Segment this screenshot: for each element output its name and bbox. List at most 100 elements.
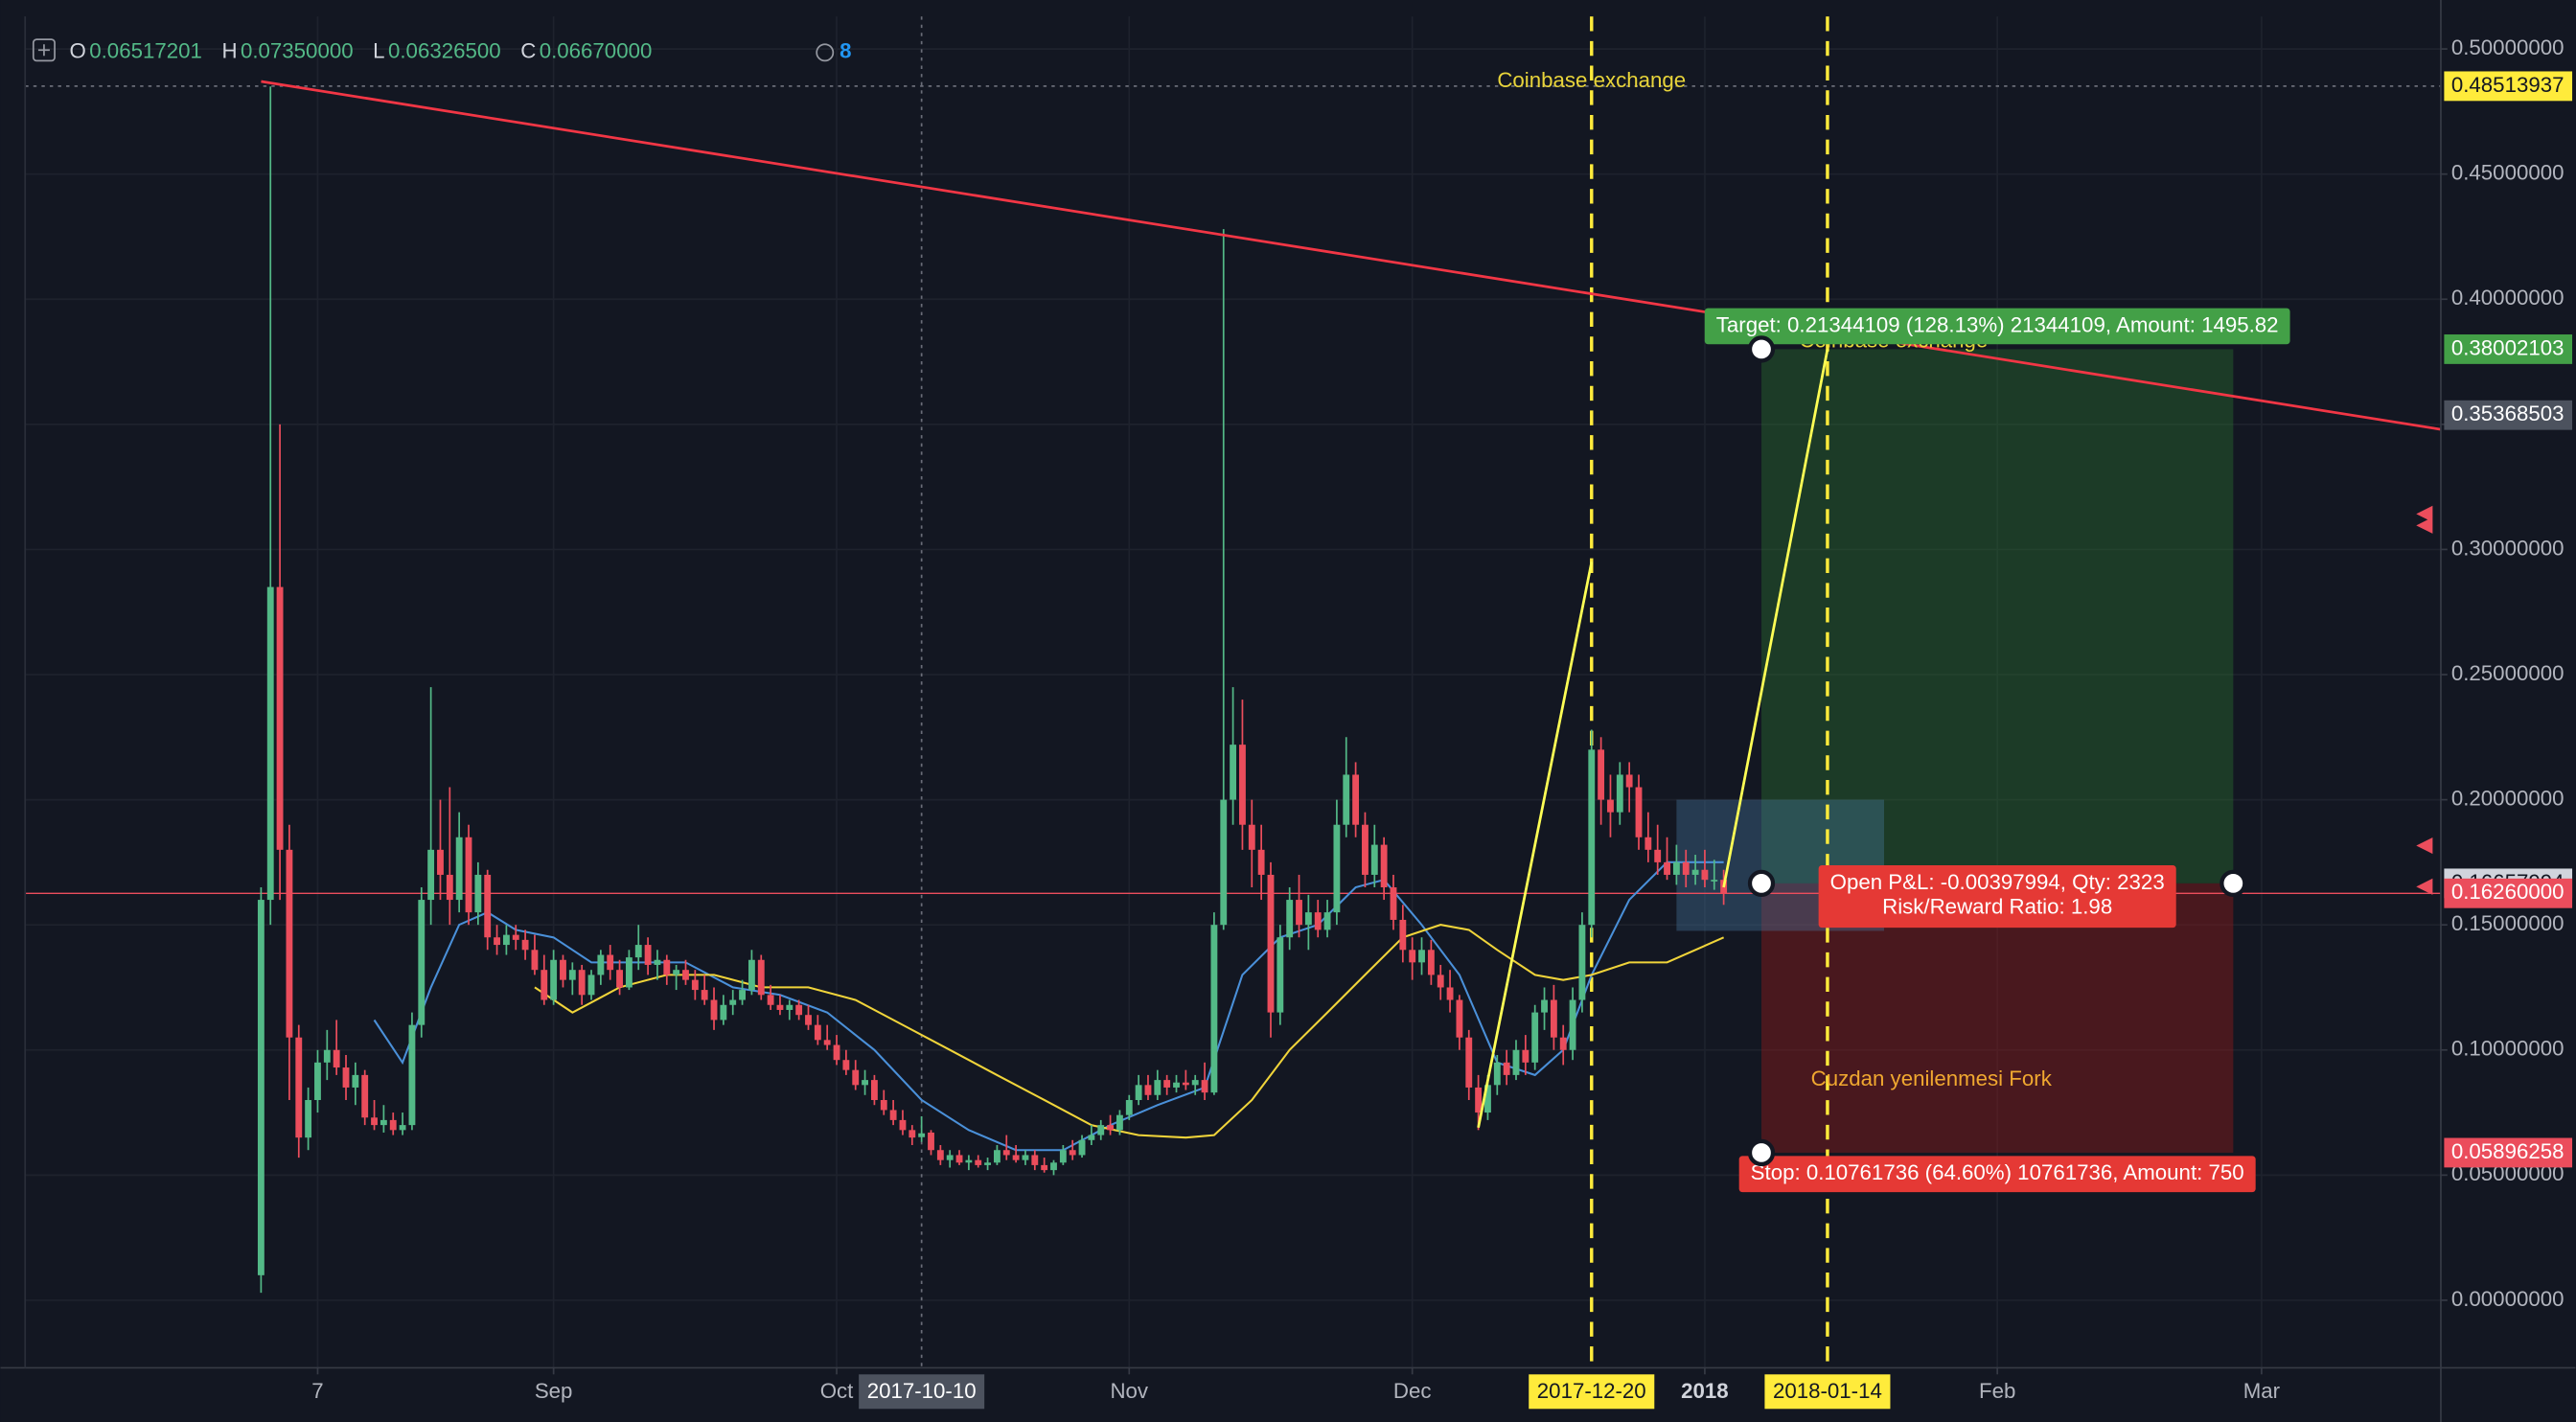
candle-body: [560, 959, 566, 980]
candle-body: [1144, 1085, 1152, 1095]
date-label: 2018-01-14: [1773, 1379, 1882, 1403]
candle-body: [455, 837, 463, 901]
x-tick-label: Dec: [1393, 1379, 1432, 1403]
candle-body: [1711, 880, 1718, 882]
candle-body: [918, 1133, 926, 1137]
candle-body: [295, 1037, 303, 1138]
candle-body: [1304, 912, 1312, 926]
candle-body: [257, 900, 264, 1275]
candle-body: [286, 849, 293, 1038]
tool-handle: [1747, 335, 1776, 363]
candle-body: [465, 837, 472, 913]
annotation: Cuzdan yenilenmesi Fork: [1811, 1066, 2053, 1090]
price-label: 0.48513937: [2451, 73, 2564, 97]
alert-count: 8: [840, 39, 851, 63]
candle-body: [371, 1117, 378, 1126]
stop-label-bg: [1738, 1156, 2256, 1193]
candle-body: [1370, 844, 1378, 875]
candle-body: [474, 874, 482, 913]
ohlc-value: 0.06517201: [89, 39, 202, 63]
candle-body: [757, 959, 765, 996]
tool-handle: [1747, 869, 1776, 898]
candle-body: [380, 1119, 387, 1126]
candle-body: [1191, 1080, 1199, 1086]
candle-body: [1446, 987, 1454, 1000]
candle-body: [1230, 745, 1237, 800]
candle-body: [1550, 999, 1557, 1038]
trend-line: [1477, 562, 1594, 1129]
candle-body: [446, 874, 453, 901]
candle-body: [305, 1099, 312, 1138]
candle-body: [984, 1162, 992, 1165]
candle-body: [276, 586, 284, 850]
candle-body: [870, 1080, 878, 1100]
candle-body: [1380, 844, 1388, 888]
candle-body: [654, 959, 661, 965]
candle-body: [1220, 799, 1228, 926]
candle-body: [1116, 1114, 1123, 1131]
candle-body: [399, 1125, 406, 1131]
date-label-bg: [1764, 1374, 1891, 1410]
candle-body: [842, 1060, 850, 1070]
candle-body: [333, 1049, 340, 1068]
candle-body: [1465, 1037, 1473, 1088]
price-label: 0.35368503: [2451, 401, 2564, 425]
ohlc-value: 0.06670000: [540, 39, 653, 63]
candle-body: [1664, 861, 1670, 875]
candle-body: [1701, 869, 1709, 881]
candle-body: [1088, 1135, 1095, 1140]
y-tick-label: 0.30000000: [2451, 536, 2564, 560]
price-label-bg: [2444, 400, 2573, 430]
candle-body: [494, 937, 500, 946]
x-tick-label: Mar: [2243, 1379, 2281, 1403]
candle-body: [1059, 1150, 1067, 1163]
candle-body: [880, 1099, 887, 1111]
x-tick-label: 2018: [1681, 1379, 1729, 1403]
candle-body: [748, 959, 755, 991]
price-label-bg: [2444, 878, 2573, 908]
date-label-bg: [859, 1374, 985, 1410]
expand-icon[interactable]: [32, 38, 56, 62]
candle-body: [352, 1074, 359, 1088]
y-tick-label: 0.40000000: [2451, 286, 2564, 310]
candle-body: [1522, 1049, 1530, 1063]
candle-body: [965, 1159, 973, 1163]
candle-body: [701, 990, 708, 1000]
candle-body: [1672, 861, 1680, 875]
candle-body: [1333, 824, 1341, 913]
candle-body: [1210, 925, 1218, 1093]
pnl-label: Open P&L: -0.00397994, Qty: 2323: [1830, 870, 2165, 894]
candle-body: [1484, 1085, 1491, 1113]
candle-body: [1503, 1062, 1510, 1075]
price-label-bg: [2444, 71, 2573, 102]
candle-body: [1031, 1155, 1039, 1165]
candle-body: [823, 1040, 831, 1045]
candle-body: [1343, 774, 1350, 825]
x-tick-label: Feb: [1979, 1379, 2015, 1403]
candle-body: [1362, 824, 1368, 875]
candle-body: [1588, 749, 1596, 926]
candle-body: [928, 1132, 934, 1151]
candle-body: [1257, 849, 1265, 875]
expand-icon-plus: [37, 44, 50, 57]
candle-body: [502, 934, 510, 946]
y-tick-label: 0.20000000: [2451, 786, 2564, 810]
candle-body: [814, 1024, 821, 1041]
candle-body: [314, 1062, 321, 1100]
candle-body: [1125, 1099, 1133, 1115]
ohlc-value: 0.06326500: [388, 39, 501, 63]
candle-body: [1598, 749, 1605, 800]
candle-body: [342, 1067, 350, 1088]
candle-body: [1182, 1082, 1189, 1086]
candle-body: [673, 970, 680, 975]
x-tick-label: Sep: [535, 1379, 573, 1403]
target-label: Target: 0.21344109 (128.13%) 21344109, A…: [1716, 312, 2279, 336]
trend-line: [261, 80, 2441, 431]
candle-body: [597, 954, 605, 975]
pnl-label-bg: [1818, 865, 2176, 929]
candle-body: [805, 1015, 812, 1025]
alarm-icon[interactable]: [816, 43, 835, 62]
candle-body: [1173, 1082, 1180, 1088]
y-tick-label: 0.45000000: [2451, 161, 2564, 185]
candle-body: [361, 1074, 369, 1118]
